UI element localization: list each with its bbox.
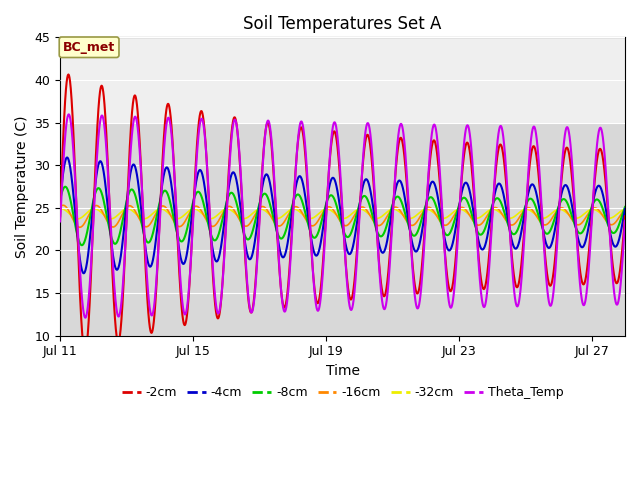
Y-axis label: Soil Temperature (C): Soil Temperature (C): [15, 115, 29, 258]
Title: Soil Temperatures Set A: Soil Temperatures Set A: [243, 15, 442, 33]
X-axis label: Time: Time: [326, 364, 360, 378]
Bar: [60, 37, 625, 122]
Text: BC_met: BC_met: [63, 41, 115, 54]
Legend: -2cm, -4cm, -8cm, -16cm, -32cm, Theta_Temp: -2cm, -4cm, -8cm, -16cm, -32cm, Theta_Te…: [117, 381, 568, 404]
